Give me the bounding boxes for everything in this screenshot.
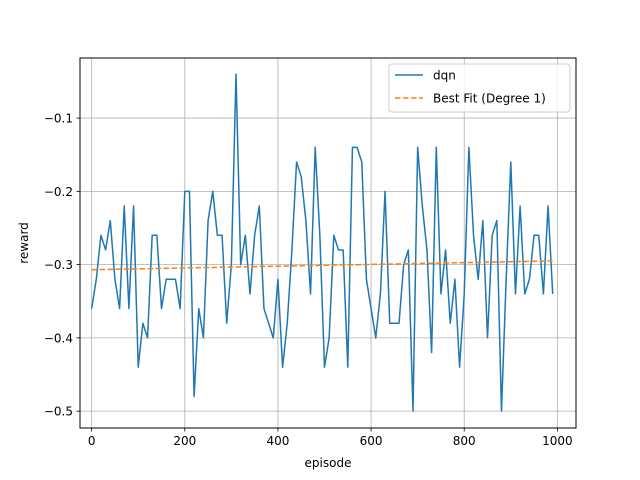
legend-label-dqn: dqn bbox=[433, 69, 456, 83]
x-tick-label: 600 bbox=[360, 434, 383, 448]
series-layer bbox=[90, 73, 554, 412]
y-axis-title: reward bbox=[17, 222, 31, 264]
plot-area bbox=[80, 58, 576, 428]
x-axis-title: episode bbox=[305, 456, 352, 470]
legend-label-best-fit: Best Fit (Degree 1) bbox=[433, 92, 546, 106]
series-line-dqn bbox=[90, 73, 554, 412]
legend-box bbox=[388, 63, 571, 113]
series-line-best-fit bbox=[91, 260, 553, 271]
y-tick-label: −0.3 bbox=[44, 258, 73, 272]
x-tick-label: 1000 bbox=[542, 434, 573, 448]
axis-ticks: 0 200 400 600 800 1000 −0.5 −0.4 −0.3 −0.2 −0.1 bbox=[44, 112, 573, 448]
x-tick-label: 400 bbox=[266, 434, 289, 448]
grid-lines bbox=[80, 58, 576, 428]
y-tick-label: −0.1 bbox=[44, 112, 73, 126]
y-tick-label: −0.4 bbox=[44, 331, 73, 345]
y-tick-label: −0.5 bbox=[44, 405, 73, 419]
x-tick-label: 200 bbox=[173, 434, 196, 448]
x-tick-label: 800 bbox=[453, 434, 476, 448]
legend: dqn Best Fit (Degree 1) bbox=[388, 63, 571, 113]
x-tick-label: 0 bbox=[88, 434, 96, 448]
plot-frame bbox=[79, 57, 577, 429]
y-tick-label: −0.2 bbox=[44, 185, 73, 199]
